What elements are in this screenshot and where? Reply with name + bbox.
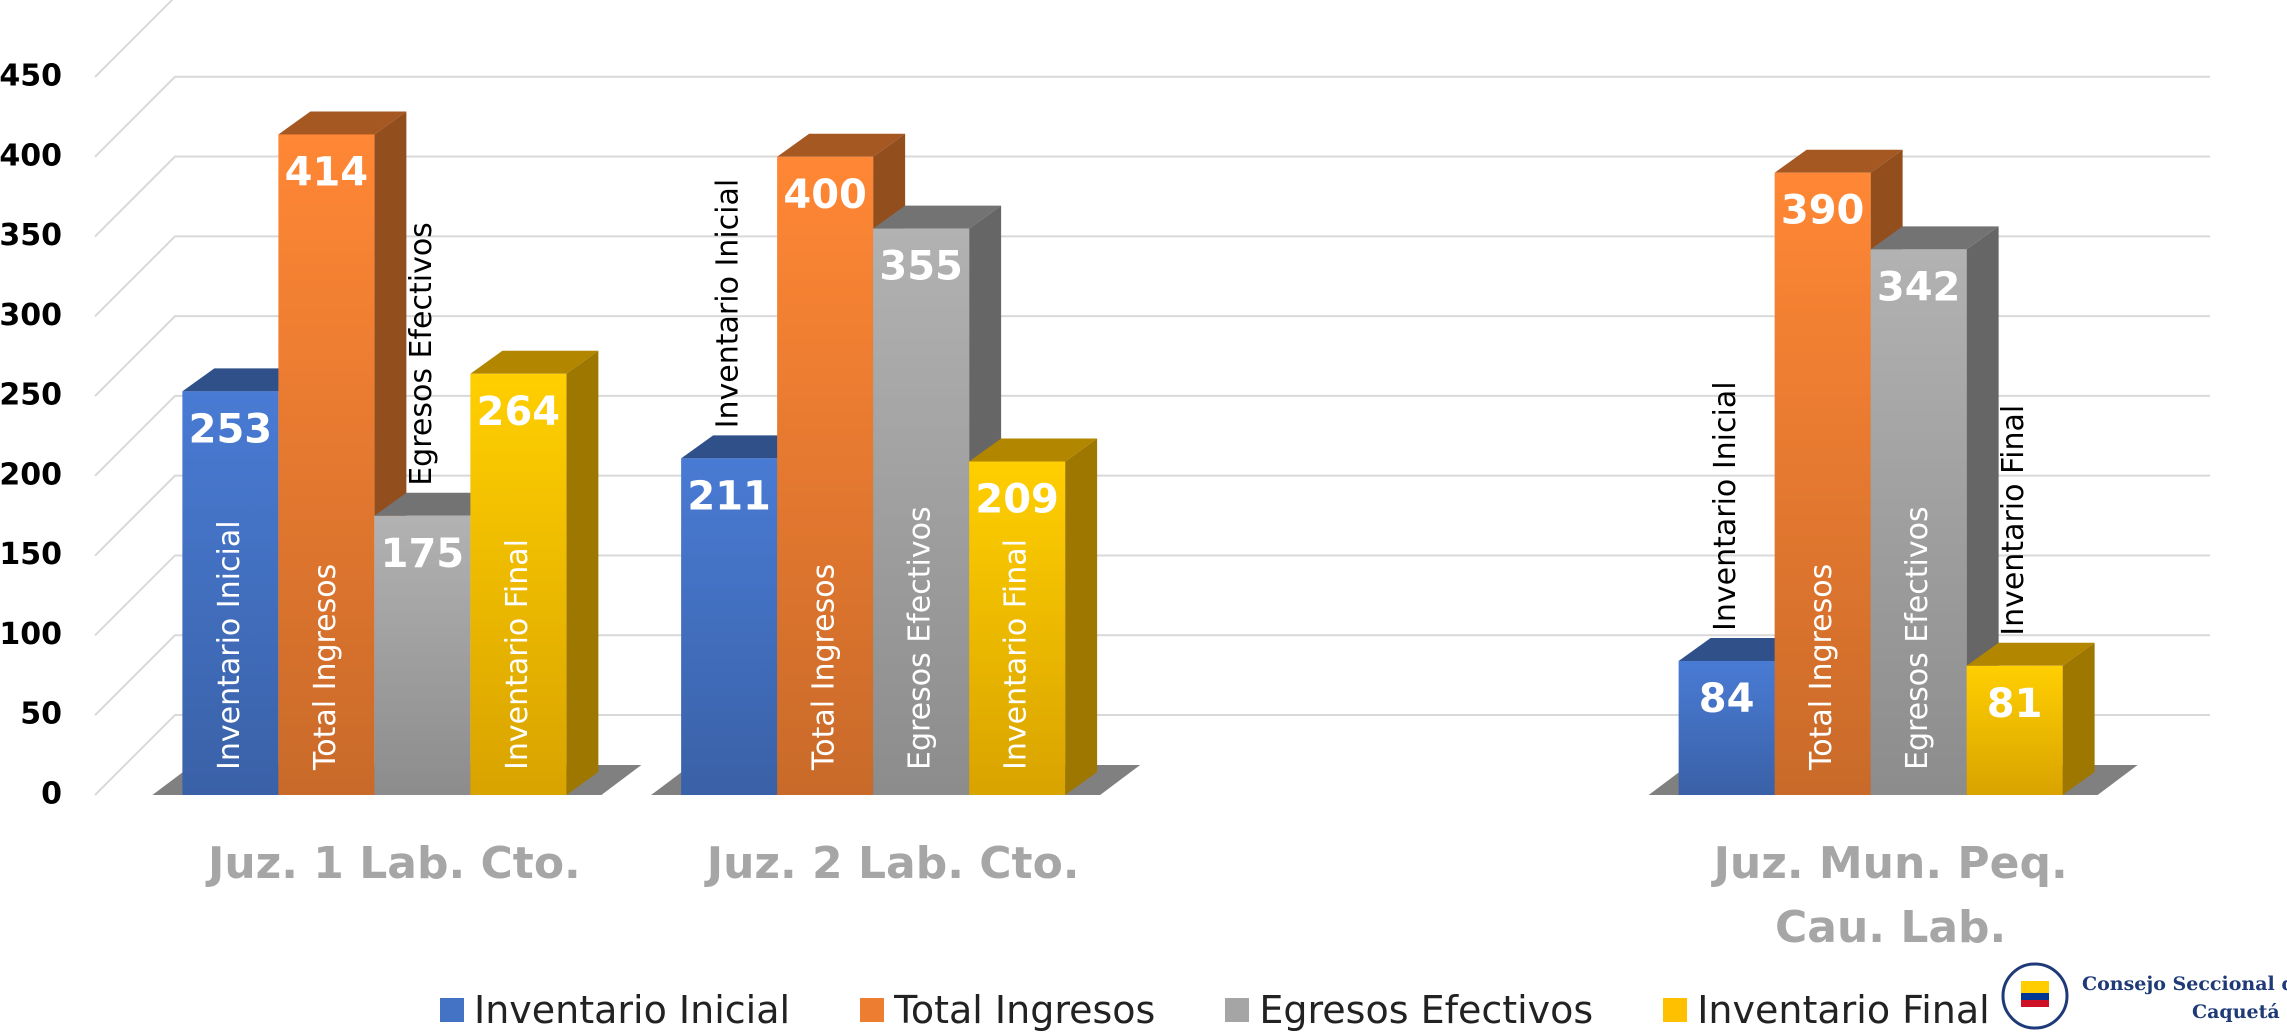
bar bbox=[278, 134, 375, 795]
data-label: 342 bbox=[1877, 264, 1961, 310]
y-tick-label: 50 bbox=[20, 697, 62, 732]
bar-top bbox=[278, 111, 407, 135]
bar-series-label: Total Ingresos bbox=[1804, 564, 1839, 771]
logo: Consejo Seccional de Caquetá bbox=[1987, 961, 2287, 1031]
data-label: 175 bbox=[381, 531, 465, 577]
y-tick-label: 400 bbox=[0, 138, 62, 173]
legend-label: Total Ingresos bbox=[894, 988, 1156, 1032]
bar bbox=[470, 373, 567, 795]
bar-top bbox=[1966, 642, 2095, 666]
grid-line bbox=[94, 0, 174, 78]
logo-text: Caquetá bbox=[2192, 1001, 2280, 1023]
data-label: 355 bbox=[879, 244, 963, 290]
grid-line bbox=[94, 315, 2210, 397]
data-label: 211 bbox=[687, 473, 771, 519]
y-tick-label: 100 bbox=[0, 617, 62, 652]
y-tick-label: 0 bbox=[41, 777, 62, 812]
y-tick-label: 450 bbox=[0, 59, 62, 94]
legend: Inventario Inicial Total Ingresos Egresos … bbox=[440, 988, 1990, 1032]
y-tick-label: 300 bbox=[0, 298, 62, 333]
bar-series-label: Total Ingresos bbox=[308, 564, 343, 771]
bar bbox=[1774, 172, 1871, 795]
data-label: 264 bbox=[477, 389, 561, 435]
bar bbox=[1966, 665, 2063, 795]
bar-side bbox=[2062, 642, 2095, 795]
bar-series-label: Inventario Final bbox=[1996, 405, 2031, 636]
y-tick-label: 150 bbox=[0, 537, 62, 572]
legend-item: Total Ingresos bbox=[860, 988, 1155, 1032]
bar-series-label: Inventario Inicial bbox=[711, 179, 746, 429]
data-label: 414 bbox=[285, 149, 369, 195]
data-label: 400 bbox=[783, 172, 867, 218]
grid-line bbox=[94, 634, 2210, 716]
bar-top bbox=[777, 133, 906, 157]
bar-top bbox=[873, 205, 1002, 229]
legend-label: Inventario Final bbox=[1697, 988, 1990, 1032]
bar-series-label: Inventario Inicial bbox=[1708, 381, 1743, 631]
data-label: 209 bbox=[975, 477, 1059, 523]
grid-line bbox=[94, 474, 2210, 557]
legend-swatch bbox=[1225, 998, 1250, 1022]
x-tick-label: Juz. 2 Lab. Cto. bbox=[706, 838, 1080, 889]
bar bbox=[969, 461, 1066, 795]
grid-line bbox=[94, 554, 2210, 637]
legend-item: Egresos Efectivos bbox=[1225, 988, 1593, 1032]
bar-series-label: Egresos Efectivos bbox=[903, 506, 938, 770]
legend-label: Egresos Efectivos bbox=[1259, 988, 1594, 1032]
x-tick-label: Juz. Mun. Peq. Cau. Lab. bbox=[1713, 838, 2068, 953]
legend-swatch bbox=[440, 998, 464, 1022]
bar-series-label: Inventario Final bbox=[999, 539, 1034, 770]
bar bbox=[182, 391, 279, 795]
legend-swatch bbox=[1663, 998, 1688, 1022]
bar bbox=[1678, 660, 1775, 795]
legend-label: Inventario Inicial bbox=[474, 988, 791, 1032]
grid-line bbox=[94, 394, 2210, 477]
bar-side bbox=[1065, 438, 1098, 795]
y-tick-label: 200 bbox=[0, 457, 62, 492]
y-tick-label: 350 bbox=[0, 218, 62, 253]
grid-line bbox=[94, 75, 2210, 158]
bar bbox=[681, 458, 778, 795]
bar-series-label: Inventario Inicial bbox=[212, 520, 247, 770]
grid-line bbox=[94, 714, 2210, 796]
bar-series-label: Egresos Efectivos bbox=[1900, 506, 1935, 770]
logo-emblem bbox=[2001, 962, 2069, 1030]
bar-series-label: Total Ingresos bbox=[807, 564, 842, 771]
x-tick-label: Juz. 1 Lab. Cto. bbox=[207, 838, 581, 889]
bar bbox=[777, 156, 874, 795]
data-label: 390 bbox=[1781, 188, 1865, 234]
data-label: 253 bbox=[189, 406, 273, 452]
bar bbox=[873, 228, 970, 796]
bar-series-label: Egresos Efectivos bbox=[404, 222, 439, 486]
grid-line bbox=[94, 155, 2210, 238]
bar bbox=[374, 515, 471, 795]
bar-series-label: Inventario Final bbox=[500, 539, 535, 770]
logo-text: Consejo Seccional de bbox=[2082, 973, 2287, 995]
bar-top bbox=[969, 438, 1098, 462]
data-label: 81 bbox=[1987, 681, 2043, 727]
bar-top bbox=[1870, 226, 1999, 250]
bar-side bbox=[566, 350, 599, 795]
grid-line bbox=[94, 235, 2210, 318]
data-label: 84 bbox=[1699, 676, 1755, 722]
legend-item: Inventario Inicial bbox=[440, 988, 790, 1032]
legend-swatch bbox=[860, 998, 885, 1022]
bar-top bbox=[1774, 149, 1903, 173]
bar-top bbox=[470, 350, 599, 374]
y-tick-label: 250 bbox=[0, 378, 62, 413]
legend-item: Inventario Final bbox=[1663, 988, 1990, 1032]
bar bbox=[1870, 249, 1967, 795]
